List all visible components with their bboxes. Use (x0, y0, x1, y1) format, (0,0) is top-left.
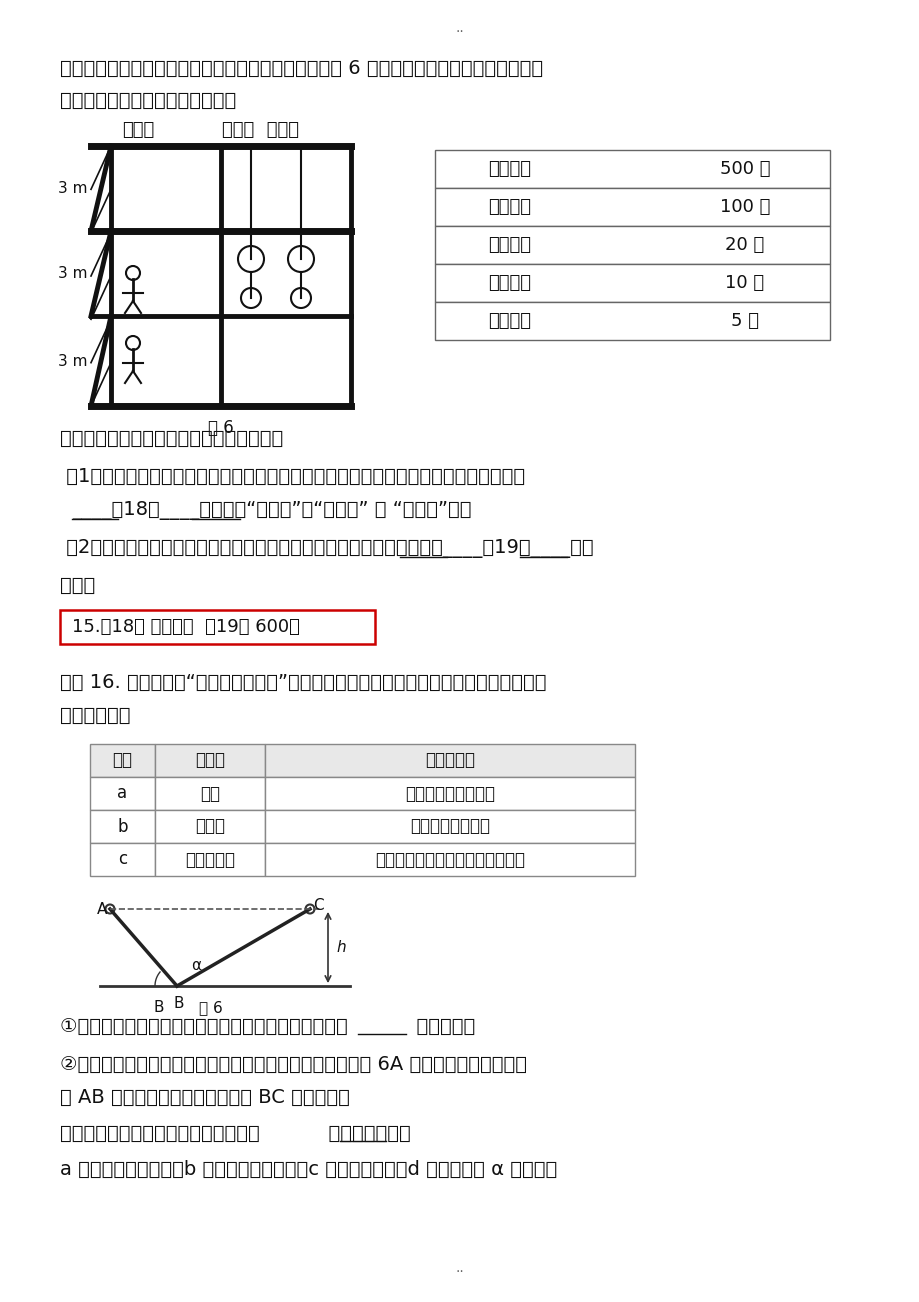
Text: ②伽利略是通过理想实验提出观点。伽利略的设想是：如图 6A 所示，小球从第一个斜: ②伽利略是通过理想实验提出观点。伽利略的设想是：如图 6A 所示，小球从第一个斜 (60, 1055, 527, 1074)
Text: 该设想能成立的条件是下列选项中的：           。（选填序号）: 该设想能成立的条件是下列选项中的： 。（选填序号） (60, 1124, 410, 1142)
Text: 静安 16. 在人类关于“运动和力的关系”探索的历程中，有三位科学家提出过相应的认识，: 静安 16. 在人类关于“运动和力的关系”探索的历程中，有三位科学家提出过相应的… (60, 673, 546, 691)
Circle shape (106, 905, 114, 914)
Text: ____（18）____。（选填“方法一”、“方法二” 或 “方法三”）。: ____（18）____。（选填“方法一”、“方法二” 或 “方法三”）。 (72, 501, 471, 521)
Text: ①请对三位科学家提出认识，按历史时间的先后排序。           （填序号）: ①请对三位科学家提出认识，按历史时间的先后排序。 （填序号） (60, 1017, 475, 1035)
Text: 序号: 序号 (112, 751, 132, 769)
Text: 滑轮重力: 滑轮重力 (488, 273, 531, 292)
Text: 只有不断用力才能维持物体的运动: 只有不断用力才能维持物体的运动 (375, 850, 525, 868)
Bar (435, 264, 829, 302)
Text: 图 6: 图 6 (199, 1000, 222, 1016)
Text: C: C (312, 898, 323, 914)
Text: 力改变了物体的运动: 力改变了物体的运动 (404, 785, 494, 802)
Text: （2）计算出小金同学用三种方法把沙子运上三楼，其中所做的有用功为____（19）____焦。: （2）计算出小金同学用三种方法把沙子运上三楼，其中所做的有用功为____（19）… (60, 539, 593, 559)
Bar (90, 743, 154, 777)
Bar (90, 842, 154, 876)
Text: ··: ·· (455, 25, 464, 39)
Text: 3 m: 3 m (59, 354, 88, 368)
Text: 答案：: 答案： (60, 575, 96, 595)
Circle shape (241, 288, 261, 309)
Text: 亚里士多德: 亚里士多德 (185, 850, 234, 868)
Bar (265, 743, 634, 777)
Text: 方法二  方法三: 方法二 方法三 (222, 121, 300, 139)
Text: 牛顿: 牛顿 (199, 785, 220, 802)
Text: 100 牛: 100 牛 (719, 198, 769, 216)
Text: 根据上图中的信息和表格中数据，请判断：: 根据上图中的信息和表格中数据，请判断： (60, 428, 283, 448)
Bar (154, 810, 265, 842)
Text: 如下表所示。: 如下表所示。 (60, 706, 130, 724)
Text: B: B (174, 996, 184, 1012)
Bar (90, 777, 154, 810)
Text: ··: ·· (455, 1266, 464, 1279)
Text: 3 m: 3 m (59, 266, 88, 281)
Text: （1）小金同学用三种方法把沙子运上三楼，其中哪种方法所做的额外功最多，是图中的: （1）小金同学用三种方法把沙子运上三楼，其中哪种方法所做的额外功最多，是图中的 (60, 466, 525, 486)
Text: 20 牛: 20 牛 (724, 236, 764, 254)
Text: 小金重力: 小金重力 (488, 160, 531, 178)
Bar (60, 611, 375, 644)
Bar (435, 187, 829, 227)
Text: 10 牛: 10 牛 (725, 273, 764, 292)
Text: 面 AB 上滑下并能滑上第二个斜面 BC 的等高处。: 面 AB 上滑下并能滑上第二个斜面 BC 的等高处。 (60, 1087, 349, 1107)
Circle shape (126, 336, 140, 350)
Text: 科学家: 科学家 (195, 751, 225, 769)
Text: 口袋重力: 口袋重力 (488, 312, 531, 329)
Bar (154, 777, 265, 810)
Text: 15.（18） 方法一；  （19） 600。: 15.（18） 方法一； （19） 600。 (72, 618, 300, 635)
Bar (154, 743, 265, 777)
Bar (265, 810, 634, 842)
Text: b: b (117, 818, 128, 836)
Text: 沙子重力: 沙子重力 (488, 198, 531, 216)
Circle shape (238, 246, 264, 272)
Text: a 小球的质量足够大；b 小球的速度足够大；c 斜面绝对光滑；d 斜面的倾角 α 足够大。: a 小球的质量足够大；b 小球的速度足够大；c 斜面绝对光滑；d 斜面的倾角 α… (60, 1160, 557, 1178)
Text: 维持运动不需要力: 维持运动不需要力 (410, 818, 490, 836)
Text: 下图是小金同学用三种不同方法把沙子运上三楼，如图 6 所示。下表中的数据是人、沙子、: 下图是小金同学用三种不同方法把沙子运上三楼，如图 6 所示。下表中的数据是人、沙… (60, 59, 542, 78)
Circle shape (290, 288, 311, 309)
Text: 方法一: 方法一 (121, 121, 154, 139)
Text: 桶、滑轮、装沙子的口袋的重力。: 桶、滑轮、装沙子的口袋的重力。 (60, 91, 236, 109)
Bar (265, 777, 634, 810)
Bar (90, 810, 154, 842)
Text: α: α (191, 958, 201, 974)
Bar (435, 227, 829, 264)
Text: B: B (153, 1000, 165, 1016)
Text: A: A (96, 901, 108, 917)
Bar (265, 842, 634, 876)
Text: 图 6: 图 6 (208, 419, 233, 437)
Text: a: a (118, 785, 128, 802)
Text: 3 m: 3 m (59, 181, 88, 197)
Text: 提出的认识: 提出的认识 (425, 751, 474, 769)
Circle shape (126, 266, 140, 280)
Text: 桶的重力: 桶的重力 (488, 236, 531, 254)
Bar (435, 150, 829, 187)
Text: c: c (118, 850, 127, 868)
Bar (154, 842, 265, 876)
Text: 伽利略: 伽利略 (195, 818, 225, 836)
Bar (435, 302, 829, 340)
Text: 5 牛: 5 牛 (731, 312, 758, 329)
Text: 500 牛: 500 牛 (719, 160, 769, 178)
Circle shape (305, 905, 314, 914)
Circle shape (288, 246, 313, 272)
Text: h: h (335, 940, 346, 954)
